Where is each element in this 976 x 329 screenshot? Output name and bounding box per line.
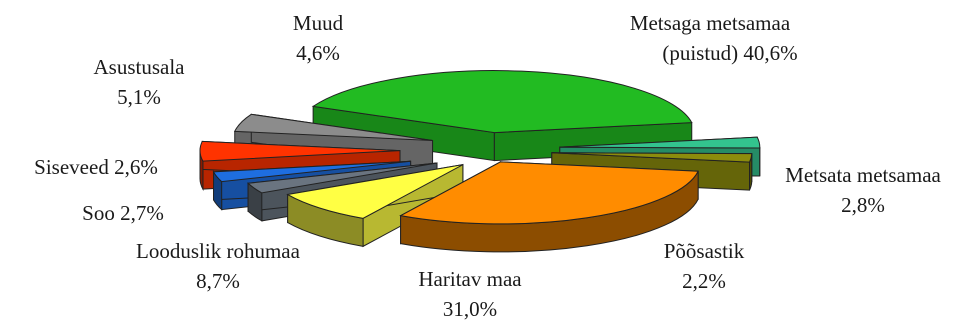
slice-top-metsaga-metsamaa-puistud xyxy=(311,70,693,134)
label-muud: Muud 4,6% xyxy=(268,8,368,68)
slice-metsaga-metsamaa-puistud xyxy=(311,70,693,162)
slice-haritav-maa xyxy=(399,161,699,253)
label-soo-line1: Soo 2,7% xyxy=(82,201,164,225)
label-muud-line2: 4,6% xyxy=(296,41,340,65)
label-asustusala-line2: 5,1% xyxy=(117,85,161,109)
label-looduslik-rohumaa-line2: 8,7% xyxy=(196,269,240,293)
label-haritav-maa: Haritav maa 31,0% xyxy=(390,264,550,324)
slice-top-asustusala xyxy=(199,140,401,162)
slice-top-haritav-maa xyxy=(399,161,699,225)
slice-top-siseveed xyxy=(212,160,411,183)
label-looduslik-rohumaa: Looduslik rohumaa 8,7% xyxy=(88,236,348,296)
label-haritav-maa-line2: 31,0% xyxy=(442,297,498,321)
label-metsata-metsamaa: Metsata metsamaa 2,8% xyxy=(756,160,970,220)
label-haritav-maa-line1: Haritav maa xyxy=(418,267,522,291)
label-siseveed: Siseveed 2,6% xyxy=(4,152,188,182)
slice-top-looduslik-rohumaa xyxy=(286,164,464,219)
label-poosastik-line2: 2,2% xyxy=(682,269,726,293)
slice-top-metsata-metsamaa xyxy=(559,136,761,149)
label-metsaga-metsamaa-line1: Metsaga metsamaa xyxy=(629,11,791,35)
label-poosastik-line1: Põõsastik xyxy=(663,239,745,263)
label-metsata-metsamaa-line1: Metsata metsamaa xyxy=(785,163,941,187)
label-metsata-metsamaa-line2: 2,8% xyxy=(841,193,885,217)
label-siseveed-line1: Siseveed 2,6% xyxy=(34,155,158,179)
label-metsaga-metsamaa-line2: (puistud) 40,6% xyxy=(662,41,798,65)
label-metsaga-metsamaa: Metsaga metsamaa (puistud) 40,6% xyxy=(592,8,828,68)
label-poosastik: Põõsastik 2,2% xyxy=(634,236,774,296)
label-muud-line1: Muud xyxy=(292,11,344,35)
label-asustusala: Asustusala 5,1% xyxy=(64,52,214,112)
label-looduslik-rohumaa-line1: Looduslik rohumaa xyxy=(136,239,300,263)
slice-top-muud xyxy=(233,113,433,141)
label-soo: Soo 2,7% xyxy=(58,198,188,228)
label-asustusala-line1: Asustusala xyxy=(93,55,185,79)
slice-looduslik-rohumaa xyxy=(286,163,464,248)
slice-top-põõsastik xyxy=(551,152,753,163)
slice-top-soo xyxy=(246,162,438,194)
